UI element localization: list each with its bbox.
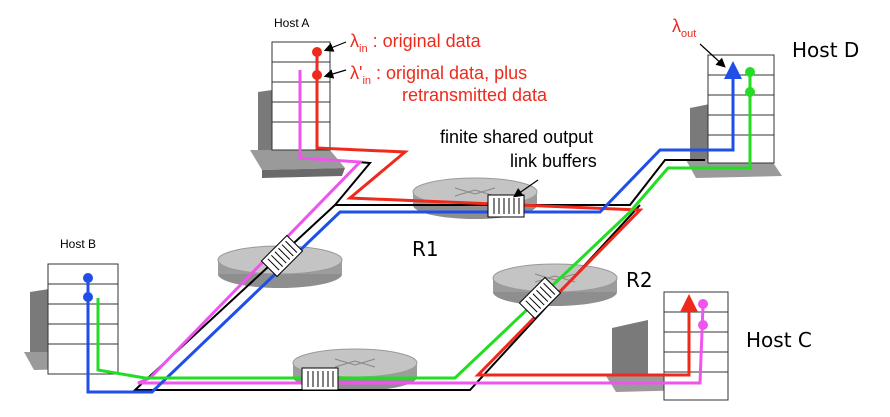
pointer-lambda-in <box>323 41 347 52</box>
buffer-caption-line2: link buffers <box>510 151 597 171</box>
buffer-bottom <box>301 367 339 391</box>
router-r2-label: R2 <box>626 268 653 292</box>
host-d-label: Host D <box>792 38 859 62</box>
flow-magenta <box>137 70 705 385</box>
host-a-computer <box>250 41 345 178</box>
pointer-lambda-prime <box>323 69 347 79</box>
buffer-left <box>260 234 304 278</box>
buffer-caption-line1: finite shared output <box>440 127 593 147</box>
host-a-label: Host A <box>274 16 309 30</box>
lambda-in-label: λin : original data <box>350 31 482 55</box>
buffer-r1 <box>487 194 525 218</box>
host-b-computer <box>24 263 119 375</box>
flow-dots <box>83 47 755 330</box>
host-c-label: Host C <box>746 328 812 352</box>
buffer-r2 <box>518 276 562 320</box>
pointer-buffer <box>513 179 539 198</box>
flow-blue <box>86 61 742 394</box>
lambda-prime-in-label: λ'in : original data, plus <box>350 63 527 87</box>
pointer-lambda-out <box>699 43 726 68</box>
retransmitted-label: retransmitted data <box>402 85 548 105</box>
router-r1-label: R1 <box>412 237 439 261</box>
host-b-label: Host B <box>60 237 96 251</box>
lambda-out-label: λout <box>672 16 696 40</box>
